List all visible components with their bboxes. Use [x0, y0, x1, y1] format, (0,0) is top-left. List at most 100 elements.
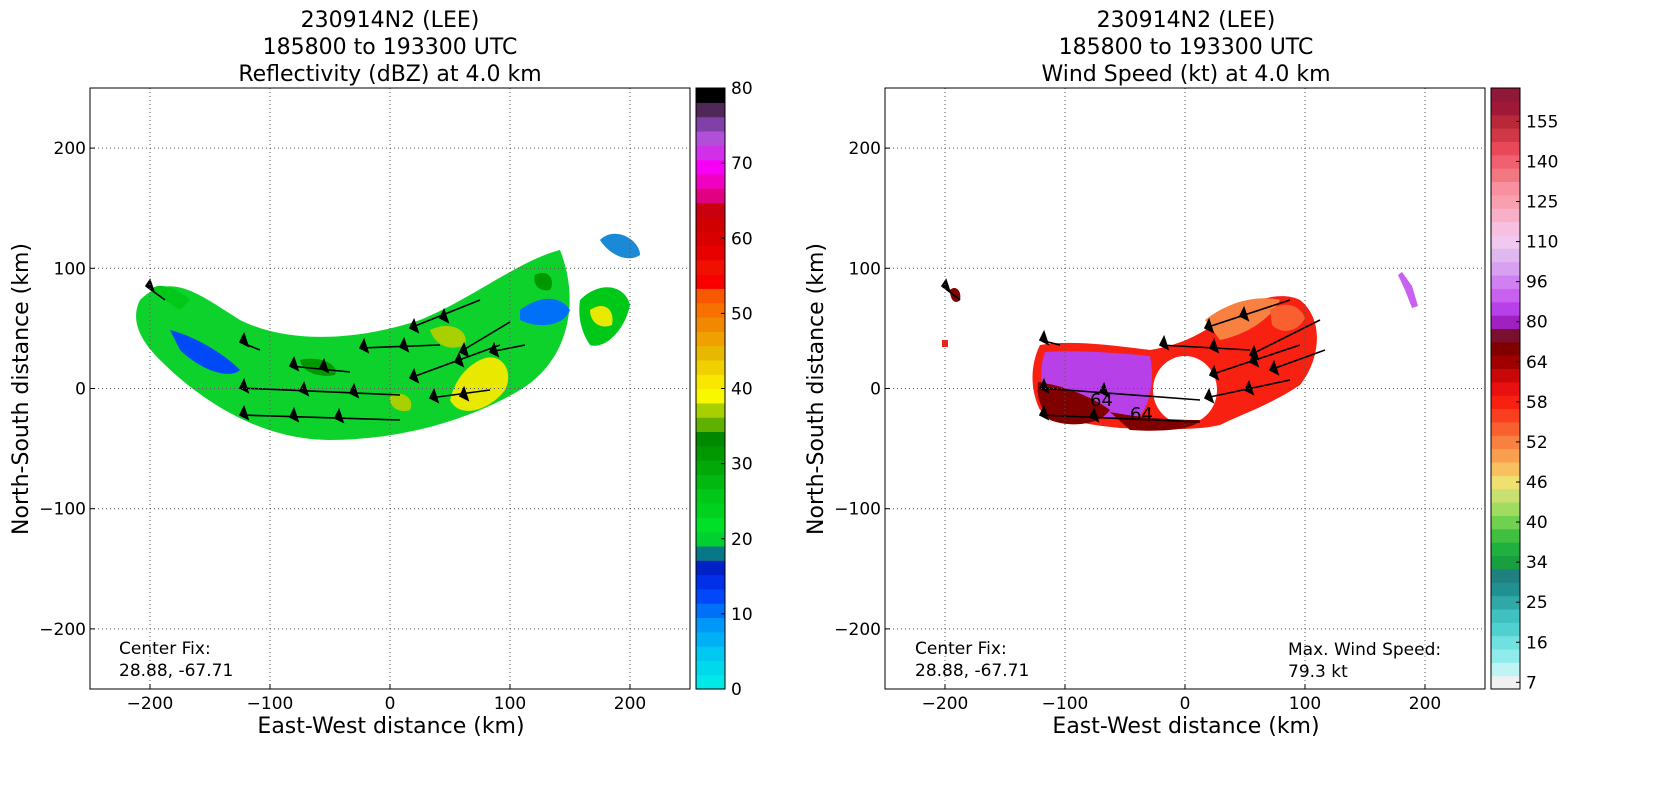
colorbar-swatch [1491, 261, 1520, 276]
colorbar-swatch [696, 531, 725, 547]
colorbar-swatch [696, 502, 725, 518]
colorbar-swatch [1491, 381, 1520, 396]
colorbar-swatch [696, 231, 725, 247]
colorbar-swatch [1491, 168, 1520, 183]
colorbar-swatch [696, 145, 725, 161]
colorbar-tick-label: 96 [1526, 273, 1548, 293]
colorbar-swatch [696, 517, 725, 533]
colorbar-tick-label: 110 [1526, 233, 1558, 253]
colorbar-swatch [1491, 341, 1520, 356]
colorbar-swatch [1491, 194, 1520, 209]
colorbar-swatch [1491, 154, 1520, 169]
colorbar-swatch [696, 431, 725, 447]
colorbar-swatch [696, 603, 725, 619]
colorbar-swatch [1491, 395, 1520, 410]
x-tick-label: 200 [1409, 694, 1441, 714]
colorbar-swatch [1491, 555, 1520, 570]
colorbar-tick-label: 60 [731, 229, 753, 249]
x-tick-label: 200 [614, 694, 646, 714]
colorbar-swatch [1491, 475, 1520, 490]
colorbar-swatch [696, 316, 725, 332]
colorbar-swatch [1491, 114, 1520, 129]
colorbar-swatch [696, 202, 725, 218]
colorbar-tick-label: 20 [731, 530, 753, 550]
colorbar-tick-label: 34 [1526, 553, 1548, 573]
colorbar-swatch [1491, 622, 1520, 637]
max-wind-value: 79.3 kt [1288, 662, 1348, 682]
colorbar-swatch [1491, 208, 1520, 223]
title-line-2: 185800 to 193300 UTC [263, 35, 518, 60]
colorbar-swatch [1491, 488, 1520, 503]
colorbar-swatch [696, 188, 725, 204]
colorbar-swatch [1491, 128, 1520, 143]
colorbar-swatch [1491, 635, 1520, 650]
colorbar-swatch [696, 560, 725, 576]
x-tick-label: 0 [385, 694, 396, 714]
colorbar-swatch [1491, 141, 1520, 156]
wind-speed-colorbar: 7 16 25 34 40 46 52 58 64 80 96 110 125 140 155 [1490, 87, 1558, 693]
y-tick-label: −100 [39, 500, 86, 520]
colorbar-swatch [1491, 662, 1520, 677]
colorbar-swatch [696, 488, 725, 504]
colorbar-tick-label: 25 [1526, 593, 1548, 613]
y-axis-label: North-South distance (km) [9, 243, 34, 535]
colorbar-swatch [696, 631, 725, 647]
x-tick-label: −100 [247, 694, 294, 714]
colorbar-swatch [696, 216, 725, 232]
colorbar-tick-label: 125 [1526, 193, 1558, 213]
y-tick-label: 200 [54, 139, 86, 159]
colorbar-swatch [1491, 288, 1520, 303]
wind-speed-panel: 230914N2 (LEE) 185800 to 193300 UTC Wind… [804, 8, 1558, 739]
colorbar-tick-label: 58 [1526, 393, 1548, 413]
colorbar-swatch [1491, 595, 1520, 610]
colorbar-tick-label: 70 [731, 154, 753, 174]
reflectivity-field [136, 233, 640, 440]
colorbar-swatch [1491, 368, 1520, 383]
reflectivity-colorbar: 0 10 20 30 40 50 60 70 80 [695, 79, 753, 700]
colorbar-swatch [696, 102, 725, 118]
colorbar-swatch [1491, 301, 1520, 316]
grid-lines [885, 88, 1485, 689]
x-tick-label: −100 [1042, 694, 1089, 714]
colorbar-tick-label: 140 [1526, 152, 1558, 172]
y-tick-label: −200 [39, 620, 86, 640]
title-line-2: 185800 to 193300 UTC [1059, 35, 1314, 60]
colorbar-swatch [696, 417, 725, 433]
colorbar-tick-label: 0 [731, 680, 742, 700]
axis-ticks: −200 −100 0 100 200 −200 −100 0 100 200 [39, 139, 646, 714]
colorbar-swatch [696, 474, 725, 490]
colorbar-swatch [696, 245, 725, 261]
colorbar-swatch [1491, 421, 1520, 436]
colorbar-swatch [696, 660, 725, 676]
colorbar-swatch [1491, 88, 1520, 102]
contour-label: 64 [1090, 390, 1113, 411]
colorbar-swatch [696, 460, 725, 475]
colorbar-swatch [1491, 648, 1520, 663]
y-tick-label: 0 [75, 380, 86, 400]
colorbar-swatch [1491, 608, 1520, 623]
colorbar-swatch [696, 359, 725, 375]
colorbar-swatch [1491, 328, 1520, 343]
colorbar-swatch [1491, 315, 1520, 329]
center-fix-label: Center Fix: [119, 639, 211, 659]
title-line-1: 230914N2 (LEE) [1097, 8, 1276, 33]
colorbar-tick-label: 80 [1526, 313, 1548, 333]
colorbar-swatch [696, 331, 725, 347]
colorbar-swatch [696, 588, 725, 604]
colorbar-frame [1490, 87, 1521, 690]
wind-speed-field: 64 64 [940, 272, 1418, 431]
colorbar-swatch [696, 574, 725, 590]
colorbar-swatch [696, 374, 725, 390]
colorbar-swatch [1491, 408, 1520, 423]
title-line-3: Reflectivity (dBZ) at 4.0 km [238, 62, 541, 87]
axis-ticks: −200 −100 0 100 200 −200 −100 0 100 200 [834, 139, 1441, 714]
colorbar-tick-label: 50 [731, 304, 753, 324]
colorbar-swatch [1491, 502, 1520, 516]
colorbar-swatch [1491, 568, 1520, 583]
colorbar-swatch [1491, 582, 1520, 597]
colorbar-tick-label: 40 [731, 380, 753, 400]
colorbar-swatch [1491, 515, 1520, 530]
colorbar-swatch [1491, 435, 1520, 450]
colorbar-swatch [1491, 675, 1520, 690]
